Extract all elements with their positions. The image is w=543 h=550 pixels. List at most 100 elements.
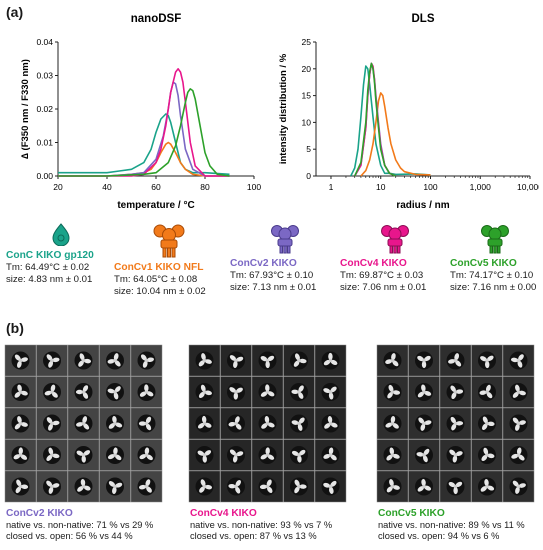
em-2d-class-average xyxy=(36,376,68,408)
em-2d-class-average xyxy=(471,439,503,471)
em-2d-class-average xyxy=(502,344,535,377)
em-2d-class-average xyxy=(439,344,472,377)
legend-item-conc: ConC KIKO gp120 Tm: 64.49°C ± 0.02 size:… xyxy=(6,222,116,286)
em-2d-class-average xyxy=(67,344,100,377)
x-tick-label: 100 xyxy=(247,182,261,192)
legend-tm: Tm: 67.93°C ± 0.10 xyxy=(230,270,314,281)
em-2d-class-average xyxy=(376,344,409,377)
em-2d-class-average xyxy=(99,376,131,408)
legend-name: ConCv1 KIKO NFL xyxy=(114,262,204,273)
em-2d-class-average xyxy=(408,376,440,408)
em-2d-class-average xyxy=(188,344,221,377)
em-2d-class-average xyxy=(36,439,68,471)
x-tick-label: 20 xyxy=(53,182,63,192)
caption-closed: closed vs. open: 87 % vs 13 % xyxy=(190,531,317,541)
em-2d-class-average xyxy=(99,439,131,471)
em-2d-class-average xyxy=(408,407,440,440)
em-2d-class-average xyxy=(283,439,315,471)
y-axis-label: intensity distribution / % xyxy=(278,53,289,164)
em-2d-class-average xyxy=(502,439,535,471)
em-2d-class-average xyxy=(471,470,503,503)
legend-size: size: 7.06 nm ± 0.01 xyxy=(340,282,427,293)
legend-size: size: 4.83 nm ± 0.01 xyxy=(6,274,93,285)
em-caption-concv5: ConCv5 KIKO native vs. non-native: 89 % … xyxy=(378,508,525,543)
em-2d-class-average xyxy=(130,407,163,440)
legend-name: ConCv2 KIKO xyxy=(230,258,297,269)
em-2d-class-average xyxy=(376,439,409,471)
em-2d-class-average xyxy=(439,439,472,471)
x-tick-label: 1 xyxy=(329,182,334,192)
em-2d-class-average xyxy=(36,407,68,440)
caption-name: ConCv4 KIKO xyxy=(190,508,257,519)
em-2d-class-average xyxy=(408,439,440,471)
nanodsf-chart: nanoDSF temperature / °C ∆ (F350 nm / F330… xyxy=(20,13,261,211)
y-tick-label: 0.00 xyxy=(36,171,53,181)
em-2d-class-average xyxy=(220,407,252,440)
em-2d-class-average xyxy=(314,376,347,408)
em-2d-class-average xyxy=(67,470,100,503)
legend-item-concv2: ConCv2 KIKO Tm: 67.93°C ± 0.10 size: 7.1… xyxy=(230,222,340,294)
em-2d-class-average xyxy=(4,376,37,408)
x-tick-label: 40 xyxy=(102,182,112,192)
em-2d-class-average xyxy=(471,344,503,377)
em-2d-class-average xyxy=(376,470,409,503)
em-2d-class-average xyxy=(314,439,347,471)
em-2d-class-average xyxy=(188,407,221,440)
em-2d-class-average xyxy=(4,439,37,471)
y-tick-label: 0.04 xyxy=(36,37,53,47)
series-line xyxy=(58,88,230,177)
legend-tm: Tm: 64.05°C ± 0.08 xyxy=(114,274,198,285)
em-caption-concv4: ConCv4 KIKO native vs. non-native: 93 % … xyxy=(190,508,332,543)
series-line xyxy=(360,92,431,177)
y-tick-label: 25 xyxy=(302,37,312,47)
em-2d-class-average xyxy=(67,407,100,440)
em-2d-class-average xyxy=(251,376,284,408)
em-2d-class-average xyxy=(408,470,440,503)
trimer-icon xyxy=(153,224,185,258)
em-2d-class-average xyxy=(251,407,284,440)
em-2d-class-average xyxy=(283,376,315,408)
em-2d-class-average xyxy=(220,376,252,408)
em-2d-class-grid-concv4 xyxy=(188,344,348,504)
y-tick-label: 0 xyxy=(306,171,311,181)
series-line xyxy=(350,65,431,177)
em-2d-class-average xyxy=(376,407,409,440)
trimer-icon xyxy=(381,225,409,254)
legend-size: size: 7.16 nm ± 0.00 xyxy=(450,282,537,293)
legend-name: ConCv4 KIKO xyxy=(340,258,407,269)
y-axis-label: ∆ (F350 nm / F330 nm) xyxy=(20,59,31,159)
em-2d-class-average xyxy=(251,344,284,377)
em-2d-class-average xyxy=(220,439,252,471)
em-2d-class-average xyxy=(130,344,163,377)
em-2d-class-average xyxy=(188,376,221,408)
em-2d-class-average xyxy=(130,376,163,408)
y-tick-label: 10 xyxy=(302,117,312,127)
em-2d-class-average xyxy=(251,470,284,503)
legend-tm: Tm: 69.87°C ± 0.03 xyxy=(340,270,424,281)
y-tick-label: 5 xyxy=(306,144,311,154)
trimer-icon xyxy=(271,225,299,254)
em-2d-class-grid-concv2 xyxy=(4,344,164,504)
panel-b-label: (b) xyxy=(6,320,24,336)
legend-tm: Tm: 74.17°C ± 0.10 xyxy=(450,270,534,281)
em-2d-class-average xyxy=(251,439,284,471)
x-tick-label: 60 xyxy=(151,182,161,192)
em-2d-class-average xyxy=(376,376,409,408)
caption-name: ConCv5 KIKO xyxy=(378,508,445,519)
em-2d-class-average xyxy=(99,344,131,377)
em-2d-class-average xyxy=(36,344,68,377)
em-2d-class-average xyxy=(502,376,535,408)
em-2d-class-average xyxy=(439,376,472,408)
caption-name: ConCv2 KIKO xyxy=(6,508,73,519)
x-axis-label: temperature / °C xyxy=(117,200,194,211)
em-2d-class-grid-concv5 xyxy=(376,344,536,504)
x-tick-label: 1,000 xyxy=(470,182,492,192)
em-2d-class-average xyxy=(36,470,68,503)
chart-title: nanoDSF xyxy=(131,13,181,25)
em-2d-class-average xyxy=(471,376,503,408)
em-2d-class-average xyxy=(188,470,221,503)
legend-item-concv5: ConCv5 KIKO Tm: 74.17°C ± 0.10 size: 7.1… xyxy=(450,222,540,294)
em-2d-class-average xyxy=(67,376,100,408)
panel-a-label: (a) xyxy=(6,4,24,20)
